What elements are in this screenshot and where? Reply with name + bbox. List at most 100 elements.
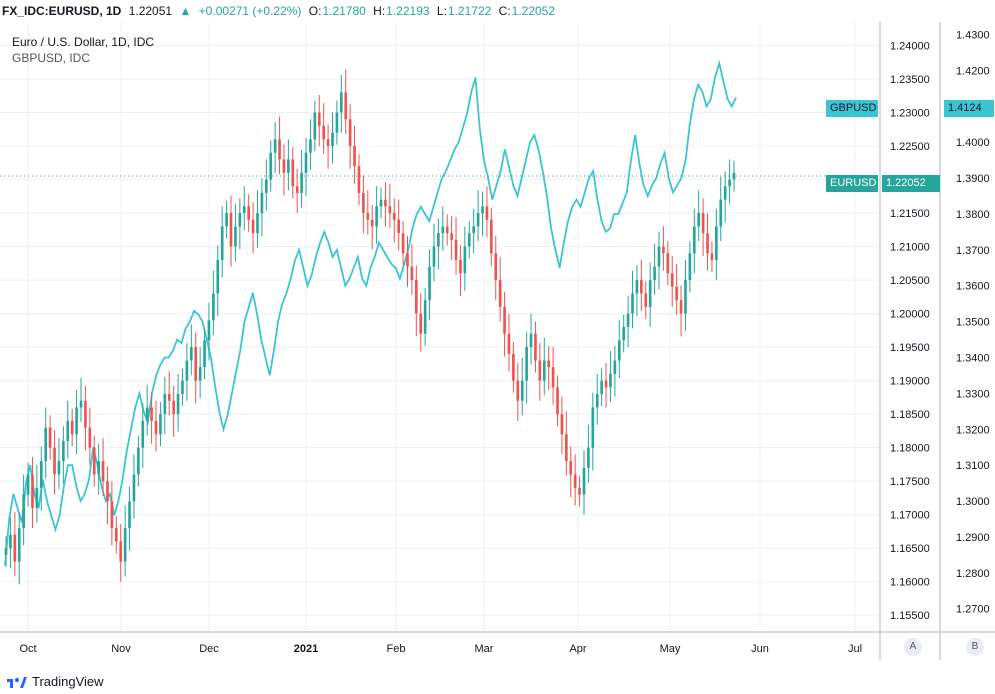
candle-body (234, 226, 237, 247)
candle-body (322, 125, 325, 140)
candle-body (194, 347, 198, 381)
candle-body (203, 340, 206, 368)
symbol-name[interactable]: FX_IDC:EURUSD, 1D (2, 4, 122, 18)
candle-body (4, 548, 8, 555)
candle-body (648, 280, 652, 307)
candle-body (53, 447, 56, 475)
candle-body (542, 360, 546, 381)
candle-body (88, 427, 92, 448)
legend-main-series[interactable]: Euro / U.S. Dollar, 1D, IDC (12, 35, 155, 49)
candle-body (44, 427, 48, 462)
candle-body (97, 461, 100, 475)
candle-body (212, 293, 215, 321)
candle-body (640, 280, 643, 294)
high-value: 1.22193 (386, 4, 430, 18)
right-scale-button[interactable]: B (966, 638, 984, 656)
candle-body (397, 219, 401, 234)
candle-body (17, 528, 21, 562)
candle-body (313, 112, 317, 140)
legend-compare-series[interactable]: GBPUSD, IDC (12, 51, 91, 65)
candle-body (344, 92, 348, 120)
candle-body (326, 139, 330, 147)
candle-body (445, 226, 449, 234)
candle-body (560, 414, 564, 435)
y-tick-label-eurusd: 1.19500 (890, 342, 930, 354)
candle-body (653, 266, 656, 281)
candle-body (225, 213, 228, 227)
y-tick-label-eurusd: 1.17500 (890, 476, 930, 488)
price-chart[interactable]: Oct Nov Dec 2021 Feb Mar Apr May Jun Jul 1.24000 1.… (0, 22, 995, 660)
last-price: 1.22051 (128, 4, 173, 18)
y-tick-label-gbpusd: 1.4000 (956, 137, 990, 149)
candle-body (92, 447, 96, 475)
y-tick-label-eurusd: 1.18500 (890, 409, 930, 421)
candle-body (163, 394, 167, 415)
x-tick-label: Dec (199, 643, 219, 655)
candle-body (587, 447, 590, 468)
candle-body (494, 253, 498, 281)
candle-body (406, 253, 409, 267)
y-tick-label-eurusd: 1.21500 (890, 208, 930, 220)
candle-body (472, 226, 476, 234)
candle-body (309, 139, 312, 153)
candle-body (565, 434, 568, 462)
candle-body (507, 333, 511, 354)
candle-body (666, 253, 670, 274)
x-tick-label: Feb (387, 643, 406, 655)
x-tick-label: 2021 (294, 643, 318, 655)
candle-body (454, 239, 458, 260)
candle-body (145, 407, 149, 421)
candle-body (353, 146, 356, 167)
x-tick-label: Mar (475, 643, 494, 655)
y-tick-label-gbpusd: 1.2900 (956, 532, 990, 544)
candle-body (132, 474, 136, 502)
candle-body (697, 213, 701, 227)
candle-body (569, 461, 573, 475)
candle-body (732, 172, 736, 180)
candle-body (467, 233, 471, 247)
candle-body (282, 159, 286, 173)
low-value: 1.21722 (447, 4, 492, 18)
candle-body (423, 300, 427, 334)
auto-scale-button[interactable]: A (904, 638, 922, 656)
candle-body (207, 320, 211, 341)
candle-body (370, 219, 374, 227)
candle-body (609, 373, 612, 388)
candle-body (273, 139, 277, 153)
tradingview-logo-text: TradingView (32, 674, 104, 689)
candle-body (582, 467, 586, 495)
candle-body (123, 528, 127, 562)
candle-body (362, 192, 365, 214)
y-tick-label-gbpusd: 1.3900 (956, 173, 990, 185)
candle-body (264, 179, 268, 193)
eurusd-name-badge: EURUSD (826, 175, 878, 192)
candle-body (401, 233, 405, 254)
y-tick-label-eurusd: 1.18000 (890, 443, 930, 455)
candle-body (503, 306, 506, 334)
candle-body (317, 112, 321, 126)
candle-body (657, 246, 661, 267)
candle-body (291, 159, 295, 187)
candle-body (260, 192, 264, 214)
y-tick-label-gbpusd: 1.3800 (956, 209, 990, 221)
candle-body (481, 206, 484, 214)
candle-body (670, 273, 674, 287)
candle-body (295, 186, 299, 193)
candle-body (551, 367, 555, 388)
y-tick-label-gbpusd: 1.3200 (956, 424, 990, 436)
candle-body (450, 233, 453, 240)
x-tick-label: Nov (111, 643, 131, 655)
candle-body (339, 92, 343, 113)
candle-body (70, 420, 74, 435)
candle-body (476, 213, 480, 227)
candle-body (172, 400, 175, 415)
y-tick-label-eurusd: 1.23500 (890, 74, 930, 86)
candle-body (459, 259, 462, 274)
candle-body (600, 380, 603, 395)
eurusd-price-badge: 1.22052 (882, 175, 940, 192)
candle-body (437, 233, 440, 247)
candle-body (198, 367, 202, 381)
y-tick-label-eurusd: 1.17000 (890, 510, 930, 522)
tradingview-logo[interactable]: TradingView (6, 674, 104, 689)
candle-body (247, 206, 250, 220)
